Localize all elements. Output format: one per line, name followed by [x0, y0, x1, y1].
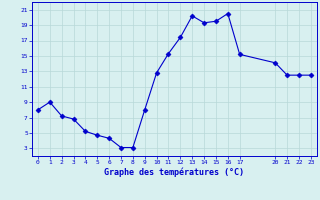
- X-axis label: Graphe des températures (°C): Graphe des températures (°C): [104, 168, 244, 177]
